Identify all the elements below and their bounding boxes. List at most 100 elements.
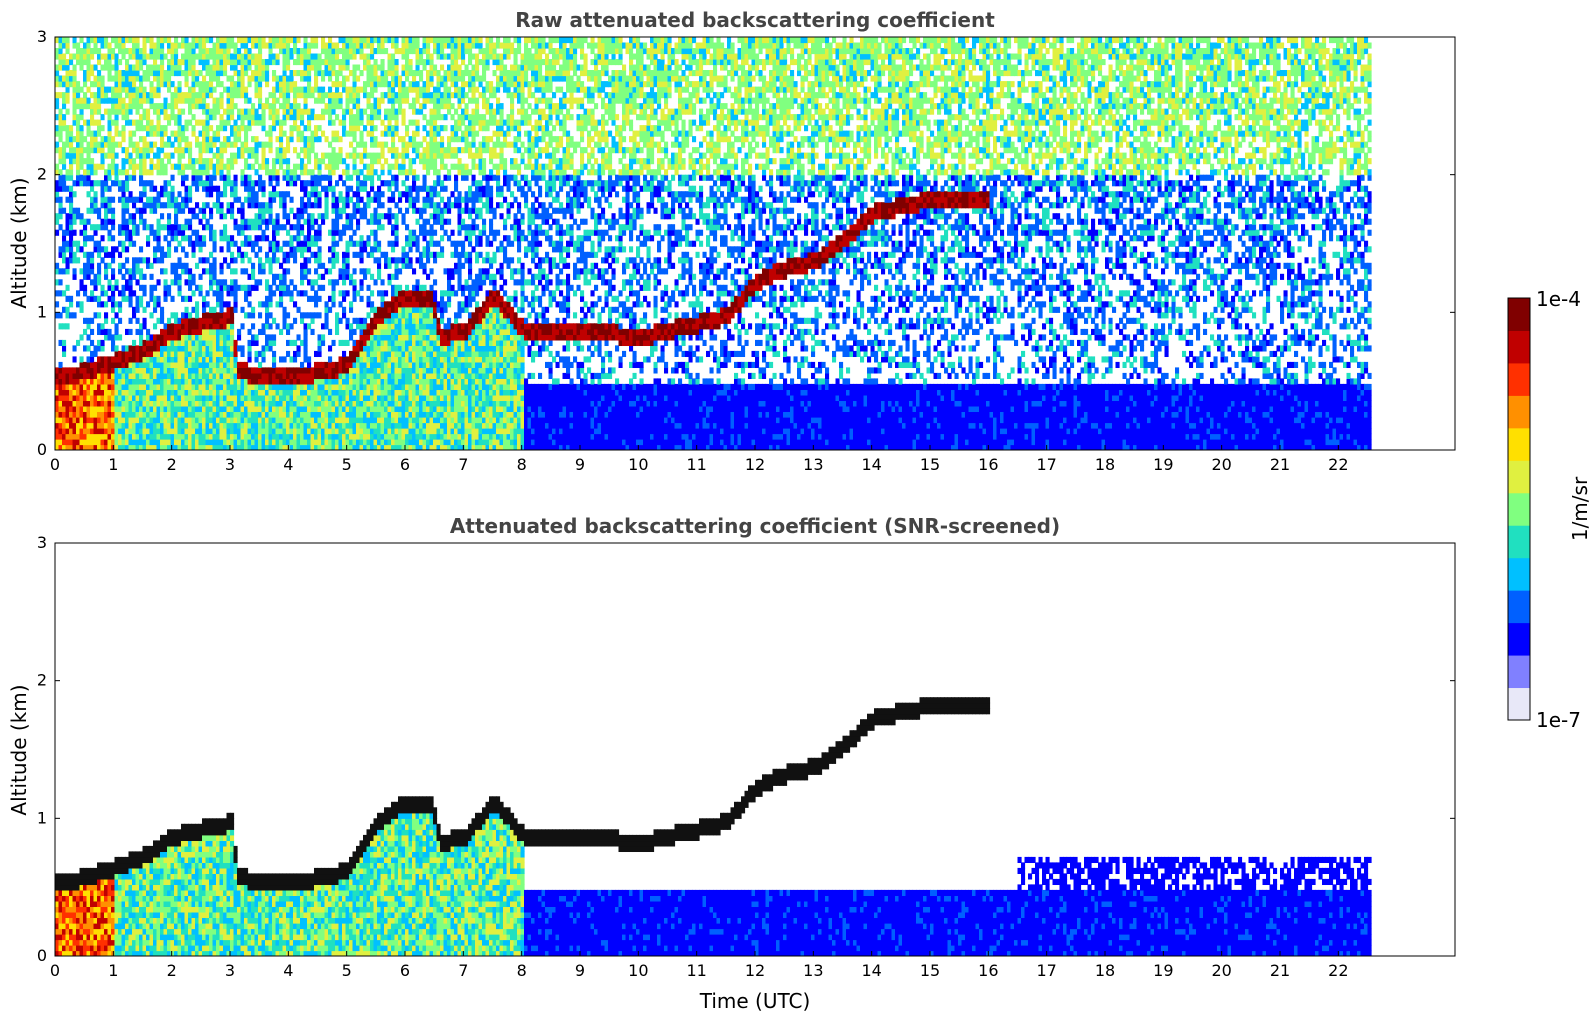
heat-cell bbox=[317, 163, 322, 170]
heat-cell bbox=[142, 356, 147, 363]
heat-cell bbox=[128, 279, 133, 286]
heat-cell bbox=[286, 428, 291, 435]
heat-cell bbox=[317, 125, 322, 132]
heat-cell bbox=[324, 202, 329, 209]
heat-cell bbox=[156, 439, 161, 446]
heat-cell bbox=[240, 372, 245, 380]
heat-cell bbox=[219, 394, 224, 402]
heat-cell bbox=[373, 103, 378, 110]
heat-cell bbox=[240, 439, 245, 446]
heat-cell bbox=[146, 75, 151, 82]
heat-cell bbox=[167, 103, 172, 110]
heat-cell bbox=[268, 59, 273, 66]
heat-cell bbox=[391, 59, 396, 66]
heat-cell bbox=[114, 108, 119, 115]
heat-cell bbox=[226, 92, 231, 99]
heat-cell bbox=[258, 246, 263, 253]
heat-cell bbox=[212, 383, 217, 391]
heat-cell bbox=[233, 290, 238, 297]
heat-cell bbox=[324, 152, 329, 159]
heat-cell bbox=[307, 405, 312, 413]
heat-cell bbox=[170, 378, 175, 385]
heat-cell bbox=[328, 295, 333, 302]
heat-cell bbox=[338, 152, 343, 159]
heat-cell bbox=[296, 86, 301, 93]
heat-cell bbox=[191, 114, 196, 121]
heat-cell bbox=[198, 439, 203, 446]
heat-cell bbox=[268, 174, 273, 181]
heat-cell bbox=[258, 202, 263, 209]
heat-cell bbox=[338, 59, 343, 66]
heat-cell bbox=[142, 224, 147, 231]
heat-cell bbox=[296, 405, 301, 413]
heat-cell bbox=[62, 411, 67, 418]
heat-cell bbox=[216, 323, 221, 330]
heat-cell bbox=[104, 444, 109, 450]
heat-cell bbox=[198, 174, 203, 181]
heat-cell bbox=[345, 428, 350, 435]
heat-cell bbox=[251, 42, 256, 49]
heat-cell bbox=[310, 169, 315, 176]
heat-cell bbox=[79, 444, 84, 450]
heat-cell bbox=[177, 273, 182, 280]
heat-cell bbox=[142, 400, 147, 407]
heat-cell bbox=[128, 290, 133, 297]
heat-cell bbox=[79, 394, 84, 402]
heat-cell bbox=[97, 224, 102, 231]
heat-cell bbox=[356, 108, 361, 115]
heat-cell bbox=[258, 86, 263, 93]
heat-cell bbox=[230, 290, 235, 297]
heat-cell bbox=[272, 37, 277, 44]
heat-cell bbox=[359, 361, 364, 369]
heat-cell bbox=[198, 70, 203, 77]
heat-cell bbox=[251, 306, 256, 313]
heat-cell bbox=[90, 356, 95, 363]
heat-cell bbox=[289, 103, 294, 110]
heat-cell bbox=[233, 422, 238, 429]
heat-cell bbox=[205, 405, 210, 413]
heat-cell bbox=[237, 75, 242, 82]
heat-cell bbox=[149, 48, 154, 55]
heat-cell bbox=[370, 350, 375, 358]
heat-cell bbox=[296, 290, 301, 297]
heat-cell bbox=[391, 284, 396, 291]
heat-cell bbox=[380, 417, 385, 424]
heat-cell bbox=[244, 224, 249, 231]
heat-cell bbox=[300, 400, 305, 407]
heat-cell bbox=[121, 389, 126, 396]
heat-cell bbox=[310, 92, 315, 99]
heat-cell bbox=[146, 383, 151, 391]
heat-cell bbox=[237, 422, 242, 429]
heat-cell bbox=[286, 81, 291, 88]
heat-cell bbox=[300, 439, 305, 446]
heat-cell bbox=[191, 92, 196, 99]
heat-cell bbox=[72, 257, 77, 264]
heat-cell bbox=[370, 339, 375, 347]
heat-cell bbox=[275, 417, 280, 424]
heat-cell bbox=[174, 59, 179, 66]
heat-cell bbox=[293, 356, 298, 363]
heat-cell bbox=[160, 136, 165, 143]
heat-cell bbox=[237, 378, 242, 385]
heat-cell bbox=[345, 317, 350, 324]
heat-cell bbox=[317, 417, 322, 424]
heat-cell bbox=[328, 92, 333, 99]
heat-cell bbox=[111, 339, 116, 347]
heat-cell bbox=[149, 180, 154, 187]
heat-cell bbox=[380, 439, 385, 446]
heat-cell bbox=[121, 213, 126, 220]
heat-cell bbox=[93, 97, 98, 104]
heat-cell bbox=[359, 356, 364, 363]
heat-cell bbox=[142, 257, 147, 264]
heat-cell bbox=[352, 367, 357, 374]
heat-cell bbox=[307, 141, 312, 148]
heat-cell bbox=[58, 158, 63, 165]
heat-cell bbox=[156, 394, 161, 402]
heat-cell bbox=[335, 81, 340, 88]
heat-cell bbox=[170, 433, 175, 440]
heat-cell bbox=[188, 92, 193, 99]
heat-cell bbox=[195, 174, 200, 181]
heat-cell bbox=[391, 224, 396, 231]
heat-cell bbox=[195, 444, 200, 450]
heat-cell bbox=[251, 422, 256, 429]
